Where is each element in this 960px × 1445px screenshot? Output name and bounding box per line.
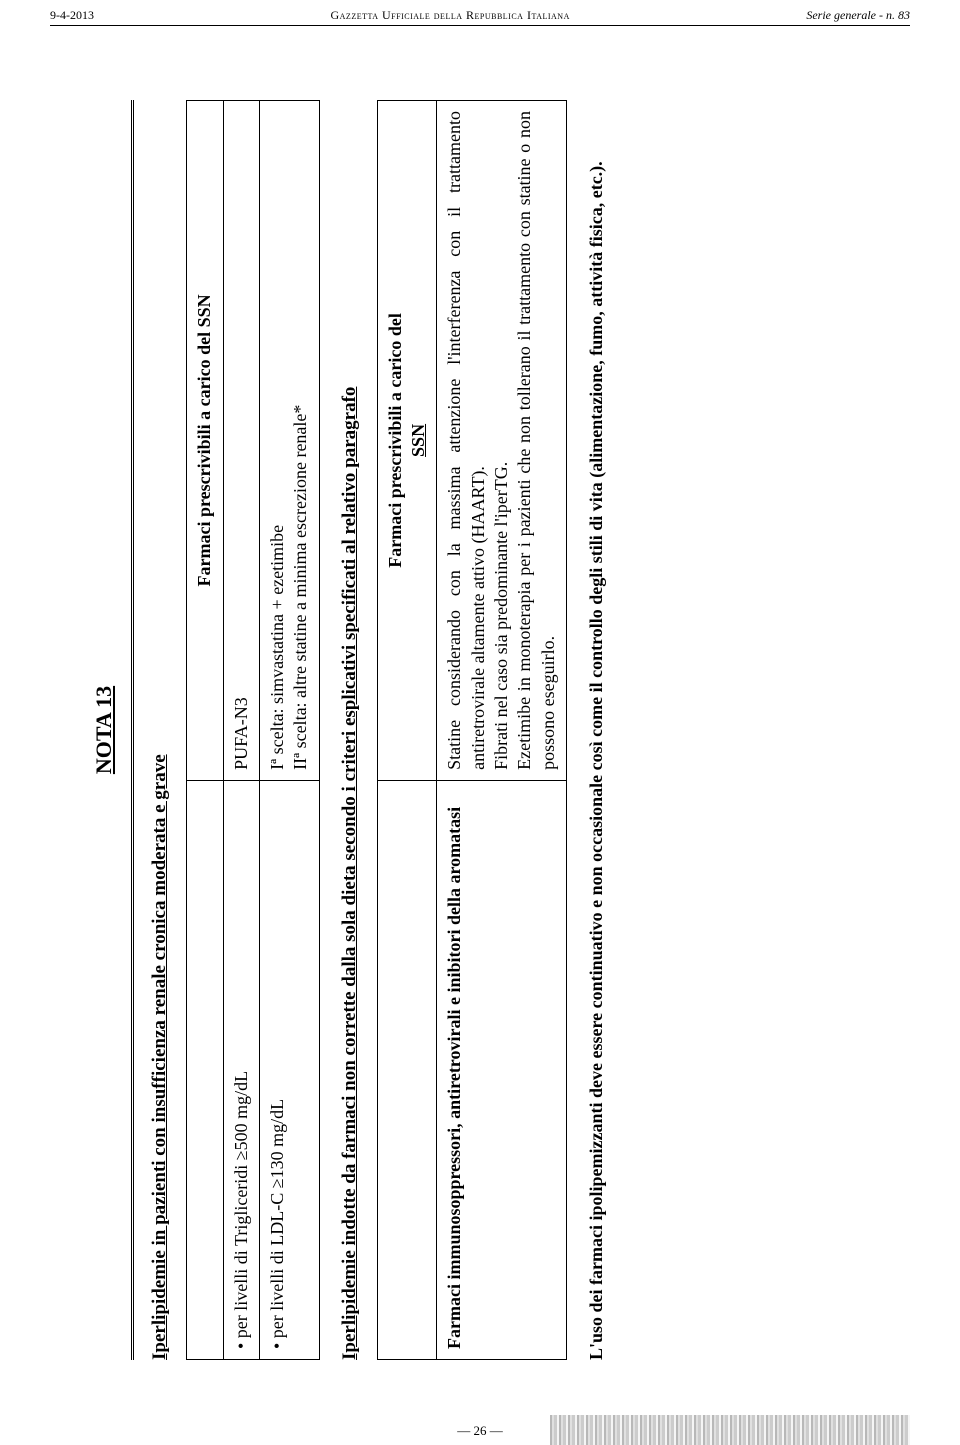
- section1-col-header: Farmaci prescrivibili a carico del SSN: [187, 101, 223, 781]
- table-row: Farmaci immunosoppressori, antiretrovira…: [437, 101, 567, 1360]
- rotated-page-content: NOTA 13 Iperlipidemie in pazienti con in…: [90, 90, 870, 1370]
- row2-right: Iª scelta: simvastatina + ezetimibe IIª …: [260, 101, 320, 781]
- footnote: L'uso dei farmaci ipolipemizzanti deve e…: [585, 100, 608, 1360]
- row1-left: per livelli di Trigliceridi ≥500 mg/dL: [230, 791, 253, 1349]
- header-date: 9-4-2013: [50, 8, 94, 23]
- running-header: 9-4-2013 Gazzetta Ufficiale della Repubb…: [0, 0, 960, 25]
- empty-header-cell-2: [377, 780, 437, 1359]
- section1-table: Farmaci prescrivibili a carico del SSN p…: [186, 100, 320, 1360]
- table-row: per livelli di LDL-C ≥130 mg/dL Iª scelt…: [260, 101, 320, 1360]
- barcode-graphic: [550, 1415, 910, 1445]
- row1-right: PUFA-N3: [223, 101, 259, 781]
- header-center: Gazzetta Ufficiale della Repubblica Ital…: [330, 8, 569, 23]
- section2-title: Iperlipidemie indotte da farmaci non cor…: [338, 100, 363, 1360]
- section1-title: Iperlipidemie in pazienti con insufficie…: [148, 100, 173, 1360]
- row2-left: per livelli di LDL-C ≥130 mg/dL: [266, 791, 289, 1349]
- section2-row-left: Farmaci immunosoppressori, antiretrovira…: [437, 780, 567, 1359]
- section2-table: Farmaci prescrivibili a carico del SSN F…: [377, 100, 568, 1360]
- header-series: Serie generale - n. 83: [806, 8, 910, 23]
- nota-title: NOTA 13: [90, 100, 119, 1360]
- section2-colheader-ssn: SSN: [408, 424, 428, 457]
- double-rule: [131, 100, 134, 1360]
- section2-col-header: Farmaci prescrivibili a carico del SSN: [377, 101, 437, 781]
- section2-row-right: Statine considerando con la massima atte…: [437, 101, 567, 781]
- table-row: per livelli di Trigliceridi ≥500 mg/dL P…: [223, 101, 259, 1360]
- section2-colheader-text: Farmaci prescrivibili a carico del: [385, 313, 405, 568]
- header-rule: [50, 25, 910, 26]
- empty-header-cell: [187, 780, 223, 1359]
